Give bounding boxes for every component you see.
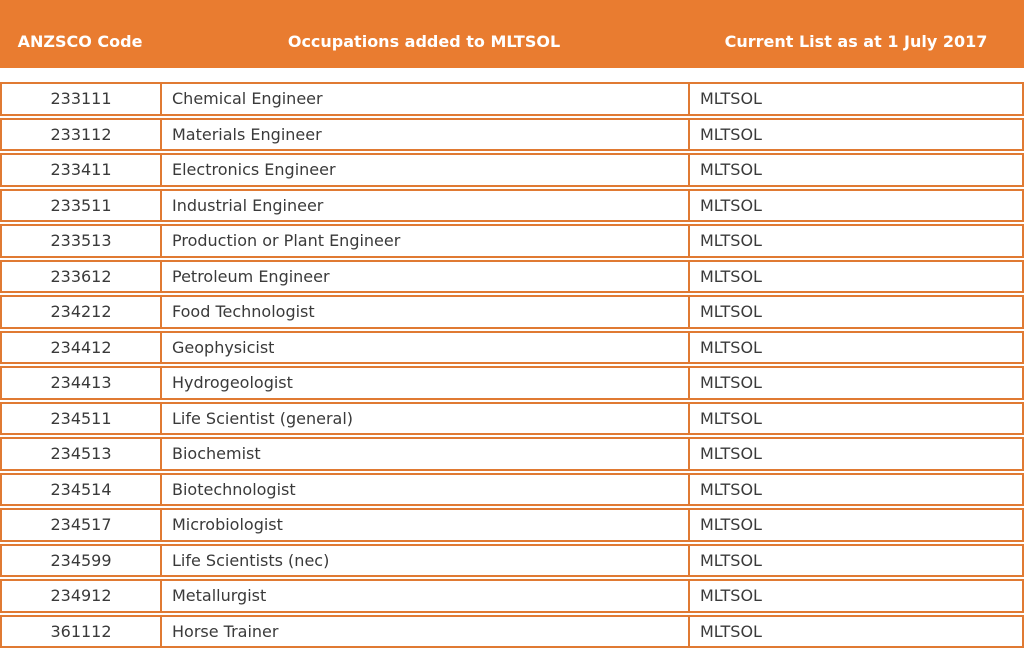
cell-current-list: MLTSOL <box>688 614 1024 648</box>
table-row: 233112 Materials Engineer MLTSOL <box>0 117 1024 151</box>
cell-occupation: Production or Plant Engineer <box>160 224 688 258</box>
cell-anzsco-code: 233112 <box>0 117 160 151</box>
cell-current-list: MLTSOL <box>688 117 1024 151</box>
cell-occupation: Biotechnologist <box>160 472 688 506</box>
column-header-occupations-added: Occupations added to MLTSOL <box>287 31 561 51</box>
cell-anzsco-code: 233511 <box>0 188 160 222</box>
cell-current-list: MLTSOL <box>688 508 1024 542</box>
cell-anzsco-code: 234599 <box>0 543 160 577</box>
cell-occupation: Food Technologist <box>160 295 688 329</box>
cell-anzsco-code: 233513 <box>0 224 160 258</box>
cell-anzsco-code: 234912 <box>0 579 160 613</box>
cell-anzsco-code: 233612 <box>0 259 160 293</box>
cell-current-list: MLTSOL <box>688 259 1024 293</box>
table-row: 234517 Microbiologist MLTSOL <box>0 508 1024 542</box>
cell-occupation: Materials Engineer <box>160 117 688 151</box>
cell-occupation: Geophysicist <box>160 330 688 364</box>
cell-current-list: MLTSOL <box>688 437 1024 471</box>
table-row: 234413 Hydrogeologist MLTSOL <box>0 366 1024 400</box>
cell-current-list: MLTSOL <box>688 472 1024 506</box>
cell-occupation: Microbiologist <box>160 508 688 542</box>
cell-occupation: Electronics Engineer <box>160 153 688 187</box>
table-row: 233513 Production or Plant Engineer MLTS… <box>0 224 1024 258</box>
table-row: 233111 Chemical Engineer MLTSOL <box>0 82 1024 116</box>
cell-occupation: Life Scientists (nec) <box>160 543 688 577</box>
cell-occupation: Industrial Engineer <box>160 188 688 222</box>
table-row: 234412 Geophysicist MLTSOL <box>0 330 1024 364</box>
cell-occupation: Horse Trainer <box>160 614 688 648</box>
cell-occupation: Metallurgist <box>160 579 688 613</box>
cell-anzsco-code: 234413 <box>0 366 160 400</box>
cell-anzsco-code: 233411 <box>0 153 160 187</box>
table-row: 361112 Horse Trainer MLTSOL <box>0 614 1024 648</box>
cell-anzsco-code: 234412 <box>0 330 160 364</box>
cell-occupation: Hydrogeologist <box>160 366 688 400</box>
table-row: 233612 Petroleum Engineer MLTSOL <box>0 259 1024 293</box>
table-row: 234599 Life Scientists (nec) MLTSOL <box>0 543 1024 577</box>
cell-anzsco-code: 233111 <box>0 82 160 116</box>
cell-current-list: MLTSOL <box>688 330 1024 364</box>
cell-current-list: MLTSOL <box>688 366 1024 400</box>
cell-occupation: Chemical Engineer <box>160 82 688 116</box>
table-row: 234513 Biochemist MLTSOL <box>0 437 1024 471</box>
cell-occupation: Life Scientist (general) <box>160 401 688 435</box>
cell-current-list: MLTSOL <box>688 224 1024 258</box>
column-header-current-list: Current List as at 1 July 2017 <box>724 31 988 51</box>
table-row: 234514 Biotechnologist MLTSOL <box>0 472 1024 506</box>
table-row: 234511 Life Scientist (general) MLTSOL <box>0 401 1024 435</box>
cell-anzsco-code: 234517 <box>0 508 160 542</box>
cell-current-list: MLTSOL <box>688 543 1024 577</box>
cell-current-list: MLTSOL <box>688 188 1024 222</box>
cell-current-list: MLTSOL <box>688 579 1024 613</box>
cell-occupation: Biochemist <box>160 437 688 471</box>
cell-anzsco-code: 361112 <box>0 614 160 648</box>
table-header: ANZSCO Code Occupations added to MLTSOL … <box>0 0 1024 68</box>
column-header-anzsco-code: ANZSCO Code <box>17 31 143 51</box>
table-row: 234212 Food Technologist MLTSOL <box>0 295 1024 329</box>
cell-current-list: MLTSOL <box>688 295 1024 329</box>
cell-anzsco-code: 234511 <box>0 401 160 435</box>
cell-anzsco-code: 234513 <box>0 437 160 471</box>
table-row: 233511 Industrial Engineer MLTSOL <box>0 188 1024 222</box>
table-row: 234912 Metallurgist MLTSOL <box>0 579 1024 613</box>
table-row: 233411 Electronics Engineer MLTSOL <box>0 153 1024 187</box>
cell-anzsco-code: 234212 <box>0 295 160 329</box>
cell-occupation: Petroleum Engineer <box>160 259 688 293</box>
table-body: 233111 Chemical Engineer MLTSOL 233112 M… <box>0 82 1024 648</box>
cell-current-list: MLTSOL <box>688 401 1024 435</box>
cell-anzsco-code: 234514 <box>0 472 160 506</box>
cell-current-list: MLTSOL <box>688 153 1024 187</box>
cell-current-list: MLTSOL <box>688 82 1024 116</box>
